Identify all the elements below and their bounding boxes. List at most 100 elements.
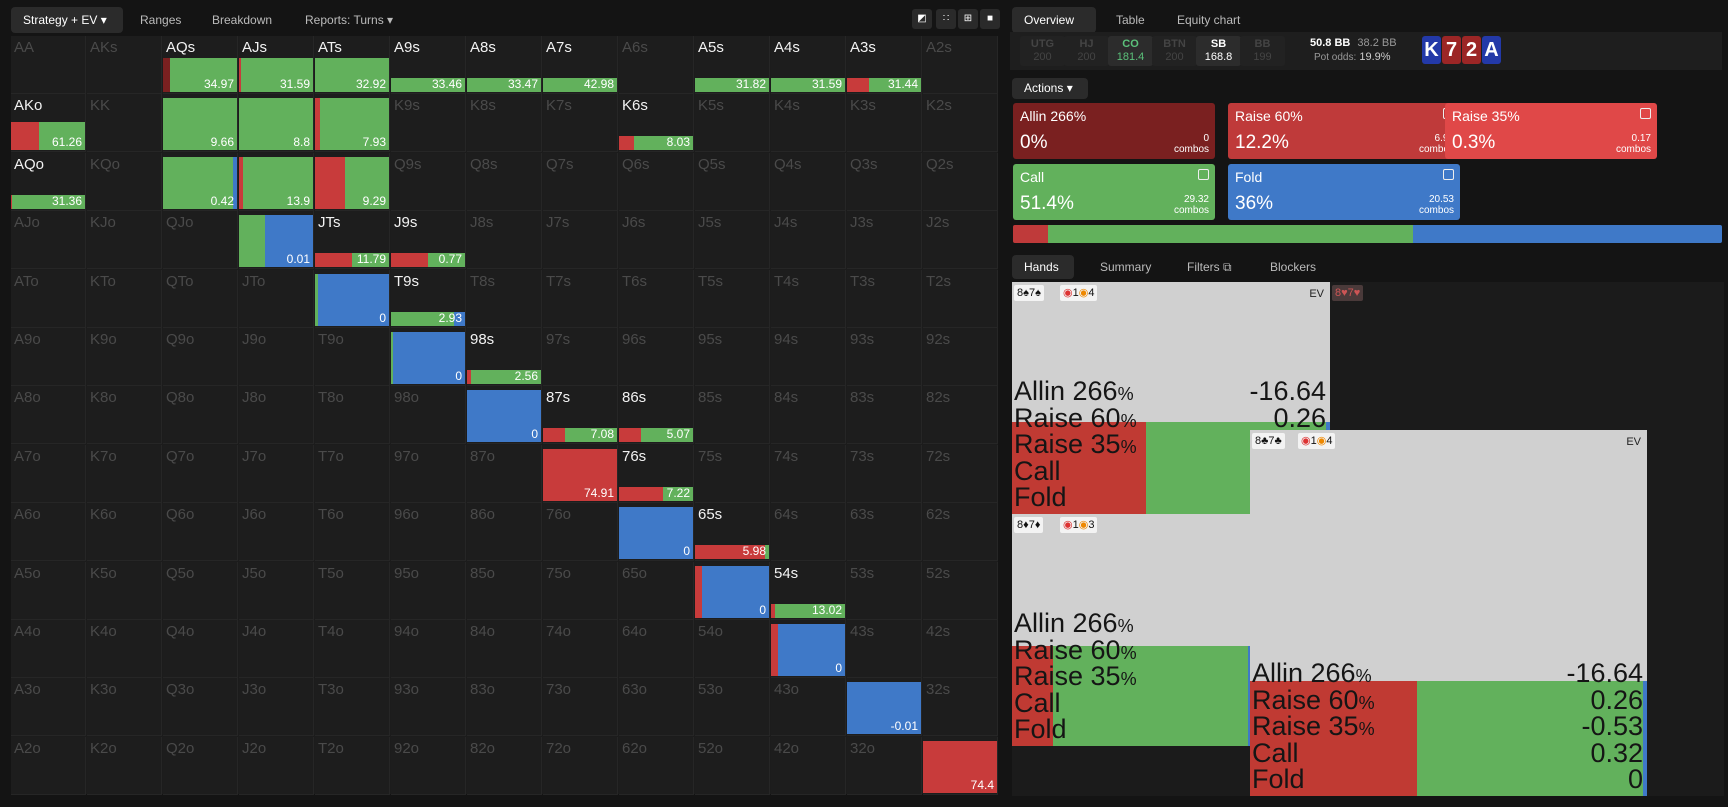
hand-cell[interactable]: 880 [467,386,542,445]
hand-cell[interactable]: 75s [695,444,770,503]
hand-cell[interactable]: T6s [619,269,694,328]
hand-cell[interactable]: Q5o [163,561,238,620]
hand-cell[interactable]: 93o [391,678,466,737]
hand-cell[interactable]: 83o [467,678,542,737]
hand-cell[interactable]: AKs [87,36,162,94]
hand-cell[interactable]: 53o [695,678,770,737]
hand-cell[interactable]: 94o [391,620,466,678]
contrast-icon[interactable]: ◩ [912,9,932,29]
hand-cell[interactable]: Q8s [467,152,542,211]
hand-cell[interactable]: A3o [11,678,86,737]
hand-cell[interactable]: 63s [847,503,922,562]
seat-btn[interactable]: BTN 200 [1152,36,1197,66]
hand-cell[interactable]: A3s 31.44 [847,36,922,94]
hand-cell[interactable]: K4s [771,94,846,153]
hand-cell[interactable]: T7s [543,269,618,328]
hand-cell[interactable]: 75o [543,561,618,620]
hand-cell[interactable]: 95o [391,561,466,620]
hand-cell[interactable]: 85s [695,386,770,445]
hand-cell[interactable]: K8o [87,386,162,445]
hand-cell[interactable]: T7o [315,444,390,503]
hand-cell[interactable]: K6o [87,503,162,562]
tab-overview[interactable]: Overview [1012,7,1096,33]
tab-filters[interactable]: Filters ⧉ [1175,255,1244,279]
hand-cell[interactable]: QJs13.9 [239,152,314,211]
hand-cell[interactable]: KTo [87,269,162,328]
hand-cell[interactable]: T2s [923,269,998,328]
hand-cell[interactable]: 7774.91 [543,444,618,503]
hand-cell[interactable]: K5s [695,94,770,153]
hand-label[interactable]: 8♥7♥ [1332,285,1364,301]
hand-cell[interactable]: A6o [11,503,86,562]
tab-summary[interactable]: Summary [1100,260,1152,274]
hand-cell[interactable]: 32o [847,736,922,795]
hand-cell[interactable]: QQ0.42 [163,152,238,211]
hand-cell[interactable]: AJo [11,211,86,270]
hand-cell[interactable]: J2s [923,211,998,270]
tab-strategy-ev[interactable]: Strategy + EV ▾ [11,7,123,33]
hand-cell[interactable]: JTo [239,269,314,328]
hand-cell[interactable]: A4o [11,620,86,678]
hand-cell[interactable]: K7o [87,444,162,503]
hand-cell[interactable]: 84s [771,386,846,445]
hand-cell[interactable]: Q7o [163,444,238,503]
hand-cell[interactable]: Q9o [163,328,238,386]
hand-cell[interactable]: QTo [163,269,238,328]
hand-card[interactable]: 8♠7♠ ◉1◉4 EV Allin 266% -16.64 Raise 60% 0.26 R… [1012,282,1330,514]
hand-cell[interactable]: AQo 31.36 [11,152,86,211]
hand-cell[interactable]: 87s 7.08 [543,386,618,445]
hand-cell[interactable]: Q2o [163,736,238,795]
tab-hands[interactable]: Hands [1012,255,1074,279]
hand-cell[interactable]: 52o [695,736,770,795]
hand-cell[interactable]: J3o [239,678,314,737]
hand-cell[interactable]: QTs9.29 [315,152,390,211]
actions-dropdown[interactable]: Actions ▾ [1012,78,1088,99]
hand-card[interactable]: 8♣7♣ ◉1◉4 EV Allin 266% -16.64 Raise 60% 0.26 R… [1250,430,1647,796]
hand-cell[interactable]: 42s [923,620,998,678]
hand-cell[interactable]: 53s [847,561,922,620]
hand-cell[interactable]: ATo [11,269,86,328]
action-fold[interactable]: Fold 36% 20.53 combos [1228,164,1460,220]
action-allin-266-[interactable]: Allin 266% 0% 0 combos [1013,103,1215,159]
hand-cell[interactable]: A4s 31.59 [771,36,846,94]
hand-cell[interactable]: 86o [467,503,542,562]
hand-cell[interactable]: Q6o [163,503,238,562]
hand-cell[interactable]: KJo [87,211,162,270]
hand-cell[interactable]: T8s [467,269,542,328]
hand-cell[interactable]: J6s [619,211,694,270]
hand-cell[interactable]: 84o [467,620,542,678]
hand-cell[interactable]: Q8o [163,386,238,445]
hand-cell[interactable]: Q3o [163,678,238,737]
hand-cell[interactable]: Q6s [619,152,694,211]
hand-cell[interactable]: J8s [467,211,542,270]
hand-cell[interactable]: J2o [239,736,314,795]
hand-cell[interactable]: 43s [847,620,922,678]
details-icon[interactable] [1443,169,1454,180]
hand-cell[interactable]: 660 [619,503,694,562]
hand-cell[interactable]: 73o [543,678,618,737]
hand-cell[interactable]: T9o [315,328,390,386]
hand-cell[interactable]: J3s [847,211,922,270]
hand-cell[interactable]: 98s 2.56 [467,328,542,386]
hand-cell[interactable]: K3o [87,678,162,737]
hand-cell[interactable]: 96s [619,328,694,386]
tab-blockers[interactable]: Blockers [1270,260,1317,274]
hand-cell[interactable]: K2s [923,94,998,153]
full-view-icon[interactable]: ■ [980,9,1000,29]
hand-cell[interactable]: Q4o [163,620,238,678]
hand-cell[interactable]: 63o [619,678,694,737]
hand-cell[interactable]: T8o [315,386,390,445]
hand-cell[interactable]: 82s [923,386,998,445]
hand-cell[interactable]: 62s [923,503,998,562]
hand-cell[interactable]: KK [87,94,162,153]
hand-cell[interactable]: K5o [87,561,162,620]
hand-cell[interactable]: 990 [391,328,466,386]
hand-cell[interactable]: TT0 [315,269,390,328]
details-icon[interactable] [1198,169,1209,180]
hand-cell[interactable]: Q5s [695,152,770,211]
hand-cell[interactable]: Q7s [543,152,618,211]
hand-cell[interactable]: 95s [695,328,770,386]
tab-breakdown[interactable]: Breakdown [212,13,273,27]
hand-cell[interactable]: K9o [87,328,162,386]
hand-cell[interactable]: 97s [543,328,618,386]
